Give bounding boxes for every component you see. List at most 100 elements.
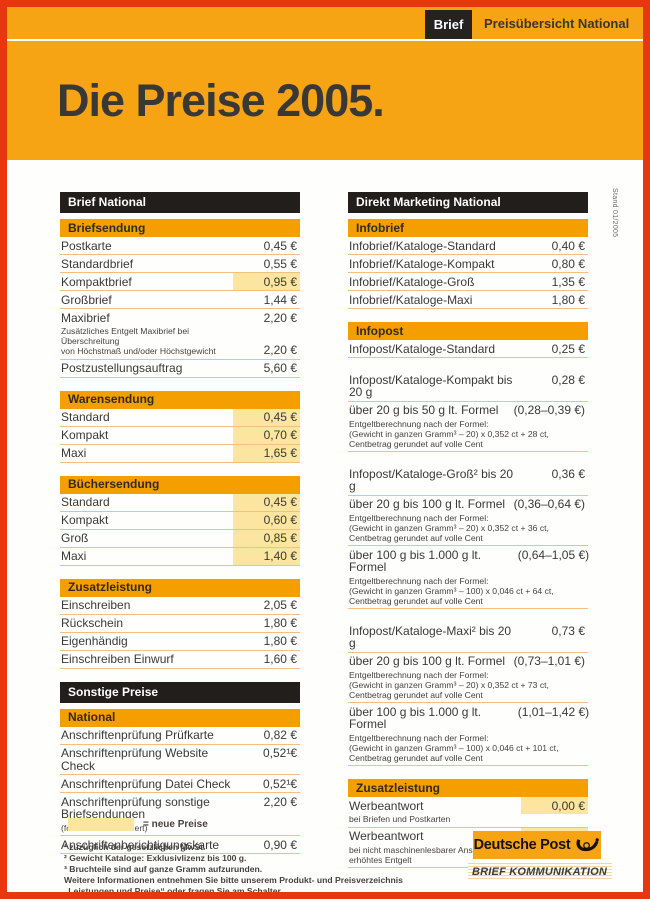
table-row: Kompaktbrief 0,95 €	[60, 273, 300, 291]
table-row: Einschreiben Einwurf 1,60 €	[60, 651, 300, 669]
table-row: Infopost/Kataloge-Groß² bis 20 g 0,36 €	[348, 465, 588, 496]
row-line: Anschriftenprüfung sonstige Briefsendung…	[60, 793, 300, 823]
row-price: 0,40 €	[551, 238, 585, 253]
row-label: Einschreiben	[61, 598, 131, 612]
section-band: Brief National	[60, 192, 300, 213]
note-line: Centbetrag gerundet auf volle Cent	[349, 752, 483, 763]
row-price: 0,45 €	[233, 493, 300, 511]
row-label: Anschriftenprüfung Prüfkarte	[61, 728, 214, 742]
row-label: über 20 g bis 100 g lt. Formel	[349, 497, 506, 511]
table-row: Postkarte 0,45 €	[60, 237, 300, 255]
row-price: 0,85 €	[233, 529, 300, 547]
row-label: Eigenhändig	[61, 634, 128, 648]
note-line: Centbetrag gerundet auf volle Cent	[349, 438, 483, 449]
note-line: (Gewicht in ganzen Gramm³ – 100) x 0,046…	[349, 742, 559, 753]
row-label: Standard	[61, 410, 110, 424]
table-row: Anschriftenberichtigungskarte 0,90 €	[60, 836, 300, 854]
row-label: über 100 g bis 1.000 g lt. Formel	[349, 547, 482, 574]
row-line: Maxi 1,65 €	[60, 444, 300, 462]
row-note: bei nicht maschinenlesbarer Anschrift erh…	[348, 845, 588, 868]
brief-kommunikation-banner: BRIEF KOMMUNIKATION	[468, 863, 612, 880]
row-label: Rückschein	[61, 616, 124, 630]
row-line: Kompakt 0,70 €	[60, 426, 300, 444]
row-price: 0,60 €	[233, 511, 300, 529]
row-line: Groß 0,85 €	[60, 529, 300, 547]
row-label: Werbeantwort	[349, 798, 424, 813]
row-price: 2,05 €	[263, 598, 297, 612]
row-price: 0,95 €	[233, 273, 300, 290]
row-label: Infobrief/Kataloge-Kompakt	[349, 256, 495, 271]
note-line: (Gewicht in ganzen Gramm³ – 20) x 0,352 …	[349, 428, 549, 439]
price-table: National Anschriftenprüfung Prüfkarte 0,82…	[60, 708, 300, 854]
row-label: Standardbrief	[61, 256, 134, 271]
row-line: über 20 g bis 50 g lt. Formel (0,28–0,39 …	[348, 402, 588, 419]
note-line: erhöhtes Entgelt	[349, 854, 412, 865]
row-line: über 20 g bis 100 g lt. Formel (0,36–0,64…	[348, 496, 588, 513]
table-row: Infobrief/Kataloge-Groß 1,35 €	[348, 273, 588, 291]
table-row: Anschriftenprüfung Website Check 0,52¹€	[60, 745, 300, 775]
row-note: Entgeltberechnung nach der Formel: (Gewic…	[348, 670, 588, 703]
table-row: Großbrief 1,44 €	[60, 291, 300, 309]
row-label: Maxi	[61, 446, 87, 460]
row-label: Großbrief	[61, 292, 112, 307]
row-note: Zusätzliches Entgelt Maxibrief bei Übers…	[60, 326, 233, 359]
row-line: Infopost/Kataloge-Kompakt bis 20 g 0,28 €	[348, 371, 588, 401]
row-price: 1,35 €	[551, 274, 585, 289]
row-price: 1,44 €	[263, 292, 297, 307]
right-column: Direkt Marketing National Infobrief Infobr…	[348, 192, 590, 881]
orange-header: Brief Preisübersicht National Die Preise…	[7, 7, 643, 160]
row-label: Infopost/Kataloge-Standard	[349, 341, 496, 356]
row-line: Postkarte 0,45 €	[60, 237, 300, 254]
row-price: 5,60 €	[263, 361, 297, 375]
row-label: Anschriftenprüfung sonstige Briefsendung…	[61, 794, 210, 821]
row-line: Eigenhändig 1,80 €	[60, 633, 300, 650]
row-price: 0,45 €	[263, 238, 297, 253]
row-line: Einschreiben 2,05 €	[60, 597, 300, 614]
row-price: 1,60 €	[263, 652, 297, 666]
table-row: Infopost/Kataloge-Maxi² bis 20 g 0,73 €	[348, 622, 588, 653]
row-line: Maxibrief 2,20 €	[60, 309, 300, 326]
table-section-header: Büchersendung	[60, 475, 300, 494]
note-line: bei Briefen und Postkarten	[349, 814, 451, 824]
row-line: Einschreiben Einwurf 1,60 €	[60, 651, 300, 668]
row-label: über 20 g bis 100 g lt. Formel	[349, 654, 506, 668]
row-line: Postzustellungsauftrag 5,60 €	[60, 360, 300, 377]
page-title: Die Preise 2005.	[57, 74, 385, 126]
table-section-header: National	[60, 708, 300, 727]
row-line: Infopost/Kataloge-Maxi² bis 20 g 0,73 €	[348, 622, 588, 652]
row-price: 0,36 €	[551, 466, 585, 481]
row-price: (0,64–1,05 €)	[517, 547, 590, 562]
row-price: 0,73 €	[551, 623, 585, 638]
table-row: Infobrief/Kataloge-Kompakt 0,80 €	[348, 255, 588, 273]
row-label: Kompakt	[61, 513, 109, 527]
table-row: Anschriftenprüfung Datei Check 0,52¹€	[60, 775, 300, 793]
row-label: Infobrief/Kataloge-Groß	[349, 274, 475, 289]
price-table: Infopost/Kataloge-Kompakt bis 20 g 0,28 €…	[348, 371, 588, 452]
table-row: Maxi 1,65 €	[60, 444, 300, 463]
row-note: Entgeltberechnung nach der Formel: (Gewic…	[348, 419, 588, 452]
row-line: Anschriftenprüfung Prüfkarte 0,82 €	[60, 727, 300, 744]
row-label: Anschriftenprüfung Website Check	[61, 746, 209, 773]
row-line: Kompakt 0,60 €	[60, 511, 300, 529]
row-price: 2,20 €	[263, 794, 297, 809]
table-row: Eigenhändig 1,80 €	[60, 633, 300, 651]
table-row: über 20 g bis 100 g lt. Formel (0,36–0,64…	[348, 496, 588, 546]
row-label: Postzustellungsauftrag	[61, 361, 183, 375]
table-section-header: Infobrief	[348, 219, 588, 237]
row-line: Anschriftenprüfung Datei Check 0,52¹€	[60, 775, 300, 792]
row-price: (0,28–0,39 €)	[513, 403, 585, 417]
table-row: über 20 g bis 50 g lt. Formel (0,28–0,39 …	[348, 402, 588, 452]
row-price: (0,36–0,64 €)	[513, 497, 585, 511]
row-label: Infopost/Kataloge-Kompakt bis 20 g	[349, 372, 513, 399]
row-price: 2,20 €	[263, 310, 297, 325]
table-row: über 20 g bis 100 g lt. Formel (0,73–1,01…	[348, 653, 588, 703]
row-line: Standardbrief 0,55 €	[60, 255, 300, 272]
row-line: Zusätzliches Entgelt Maxibrief bei Übers…	[60, 326, 300, 359]
note-line: (Gewicht in ganzen Gramm³ – 100) x 0,046…	[349, 585, 554, 596]
row-line: Infobrief/Kataloge-Groß 1,35 €	[348, 273, 588, 290]
table-row: Standard 0,45 €	[60, 408, 300, 427]
section-band: Direkt Marketing National	[348, 192, 588, 213]
row-price: 0,55 €	[263, 256, 297, 271]
price-table: Briefsendung Postkarte 0,45 € Standardbrief…	[60, 219, 300, 378]
row-line: Rückschein 1,80 €	[60, 615, 300, 632]
